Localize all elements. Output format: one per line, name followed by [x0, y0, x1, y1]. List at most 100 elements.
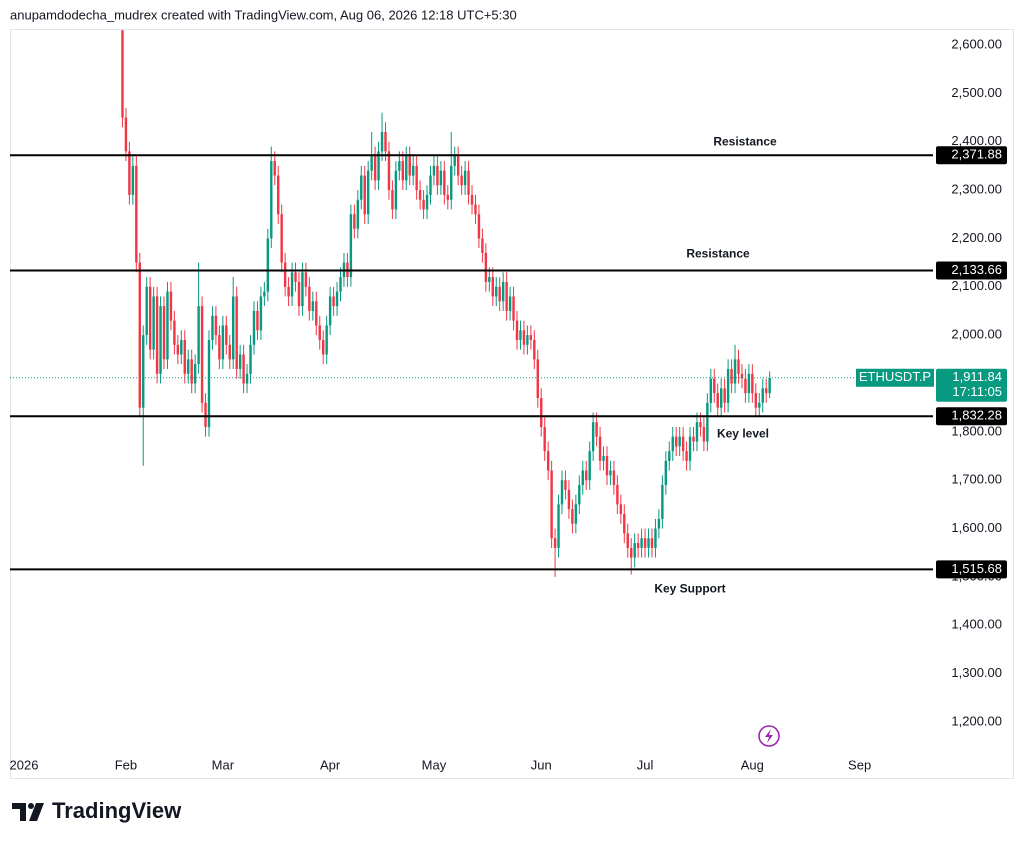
candle-body — [650, 538, 654, 548]
candle-body — [519, 330, 522, 340]
candle-body — [526, 335, 529, 345]
candle-body — [571, 509, 574, 524]
candle-body — [491, 277, 494, 297]
candle-body — [747, 373, 751, 394]
candle-body — [737, 359, 740, 374]
candle-body — [256, 310, 259, 331]
candle-body — [550, 470, 553, 539]
candle-body — [304, 272, 308, 287]
candle-body — [277, 175, 280, 215]
candle-body — [768, 377, 771, 394]
candle-body — [543, 427, 546, 452]
candle-body — [121, 30, 124, 118]
footer-logo-text: TradingView — [52, 798, 182, 823]
candle-body — [633, 543, 636, 558]
level-annotation: Resistance — [713, 134, 777, 148]
candle-body — [536, 359, 539, 398]
candle-body — [180, 339, 183, 355]
candle-body — [207, 339, 211, 428]
candle-body — [335, 291, 339, 307]
x-tick-label: Feb — [115, 757, 137, 772]
candle-body — [401, 161, 405, 181]
candle-body — [664, 460, 668, 486]
candle-body — [508, 296, 512, 311]
candle-body — [495, 286, 498, 297]
candle-body — [418, 190, 422, 200]
y-tick-label: 1,600.00 — [951, 520, 1002, 535]
candle-body — [546, 451, 550, 471]
candle-body — [211, 315, 214, 340]
level-badge — [936, 560, 1007, 579]
x-tick-label: Mar — [212, 757, 235, 772]
candle-body — [356, 199, 360, 229]
candle-body — [595, 422, 598, 437]
candle-body — [661, 485, 664, 519]
header: anupamdodecha_mudrex created with Tradin… — [10, 7, 517, 22]
y-tick-label: 2,300.00 — [951, 181, 1002, 196]
candle-body — [456, 156, 460, 176]
candle-body — [723, 388, 726, 403]
candle-body — [647, 538, 650, 548]
candle-body — [522, 330, 526, 345]
candle-body — [193, 364, 197, 384]
candle-body — [242, 354, 245, 384]
candle-body — [225, 325, 228, 345]
candle-body — [640, 538, 643, 548]
candle-body — [695, 422, 699, 442]
candle-body — [439, 170, 443, 186]
candle-body — [612, 470, 616, 486]
candle-body — [380, 132, 384, 152]
candle-body — [453, 156, 456, 166]
level-badge-label: 2,133.66 — [951, 262, 1002, 277]
candle-body — [155, 296, 159, 374]
countdown-label: 17:11:05 — [952, 384, 1002, 399]
candle-body — [245, 373, 249, 384]
candle-body — [173, 320, 176, 345]
candle-body — [238, 354, 242, 369]
candle-body — [515, 320, 519, 340]
candle-body — [443, 170, 446, 195]
candle-body — [702, 427, 706, 442]
candle-body — [162, 306, 166, 360]
candle-body — [498, 286, 501, 302]
candle-body — [564, 480, 567, 490]
x-tick-label: 2026 — [10, 757, 39, 772]
candle-body — [761, 388, 764, 403]
candle-body — [581, 470, 584, 486]
candle-body — [450, 165, 453, 200]
candle-body — [270, 161, 273, 239]
candle-body — [657, 518, 661, 529]
candle-body — [557, 504, 560, 548]
candle-body — [463, 170, 467, 186]
candle-body — [425, 194, 429, 210]
price-label: 1,911.84 — [952, 369, 1002, 384]
y-tick-label: 2,100.00 — [951, 278, 1002, 293]
candle-body — [415, 165, 418, 191]
candle-body — [328, 296, 332, 326]
candle-body — [197, 306, 200, 365]
candle-body — [135, 165, 138, 263]
chart-frame — [10, 29, 1014, 779]
candle-body — [591, 422, 595, 452]
candle-body — [626, 533, 629, 548]
candle-body — [297, 281, 301, 307]
candle-body — [422, 199, 425, 210]
candle-body — [529, 335, 533, 340]
candle-body — [373, 156, 377, 181]
candle-body — [152, 296, 155, 350]
level-badge-label: 2,371.88 — [951, 147, 1002, 162]
candle-body — [619, 504, 623, 515]
y-tick-label: 2,200.00 — [951, 230, 1002, 245]
candle-body — [470, 194, 474, 205]
candle-body — [370, 156, 373, 171]
candle-body — [228, 344, 231, 360]
level-annotation: Key Support — [654, 582, 725, 596]
y-tick-label: 1,800.00 — [951, 423, 1002, 438]
y-tick-label: 2,000.00 — [951, 327, 1002, 342]
candle-body — [200, 306, 204, 403]
x-tick-label: Jul — [637, 757, 654, 772]
candle-body — [128, 151, 131, 195]
candle-body — [429, 175, 432, 195]
candle-body — [754, 393, 758, 408]
x-tick-label: Apr — [320, 757, 341, 772]
